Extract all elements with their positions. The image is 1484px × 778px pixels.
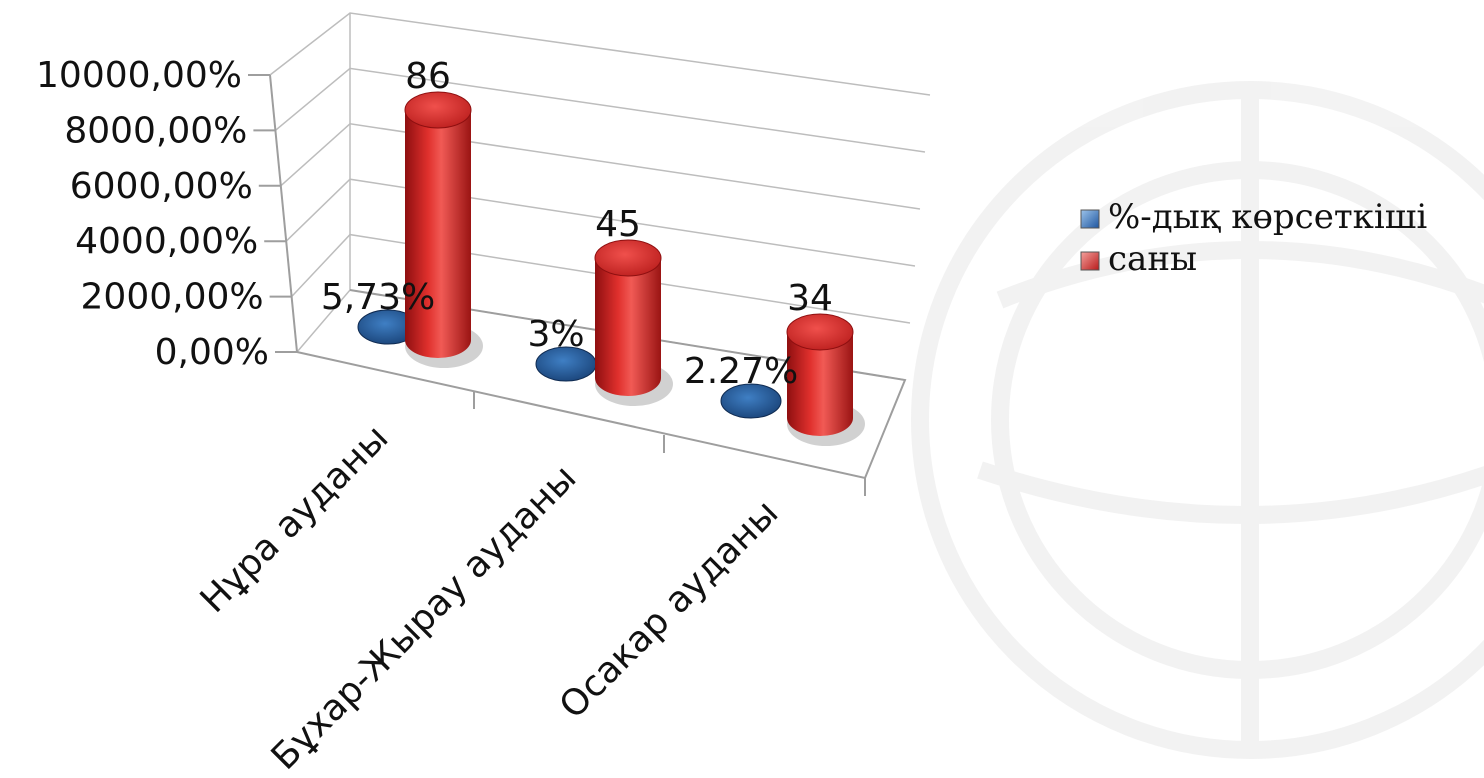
data-labels: 5,73% 86 3% 45 2.27% 34 <box>321 56 833 392</box>
watermark-emblem <box>911 81 1484 759</box>
bar-0-series-1 <box>405 110 471 358</box>
chart-walls <box>248 12 931 496</box>
bar-top <box>786 313 854 351</box>
data-label-series-1: 45 <box>595 204 641 245</box>
category-label: Нұра ауданы <box>193 417 397 621</box>
y-tick-label: 0,00% <box>155 332 269 373</box>
bar-2-series-1 <box>787 332 853 436</box>
bar-1-series-1 <box>595 258 661 396</box>
y-tick-label: 2000,00% <box>81 277 264 318</box>
y-axis-line <box>269 74 298 353</box>
category-label: Осакар ауданы <box>552 492 786 726</box>
y-tick-label: 4000,00% <box>75 221 258 262</box>
legend-entry: саны <box>1108 239 1197 279</box>
y-tick-label: 8000,00% <box>64 110 247 151</box>
bar-top <box>404 91 472 129</box>
legend-swatch <box>1080 209 1100 229</box>
gridline <box>269 12 931 96</box>
legend-entry: %-дық көрсеткіші <box>1108 197 1427 237</box>
legend-swatch <box>1080 251 1100 271</box>
y-tick-label: 10000,00% <box>36 55 242 96</box>
bar-2-series-0 <box>720 383 782 419</box>
data-label-series-1: 34 <box>787 278 833 319</box>
bar-top <box>594 239 662 277</box>
y-axis-ticks: 0,00% 2000,00% 4000,00% 6000,00% 8000,00% 100… <box>36 55 269 373</box>
chart-bars <box>357 91 865 446</box>
data-label-series-0: 5,73% <box>321 277 435 318</box>
y-tick-label: 6000,00% <box>70 166 253 207</box>
data-label-series-1: 86 <box>405 56 451 97</box>
data-label-series-0: 2.27% <box>684 351 798 392</box>
data-label-series-0: 3% <box>527 314 584 355</box>
